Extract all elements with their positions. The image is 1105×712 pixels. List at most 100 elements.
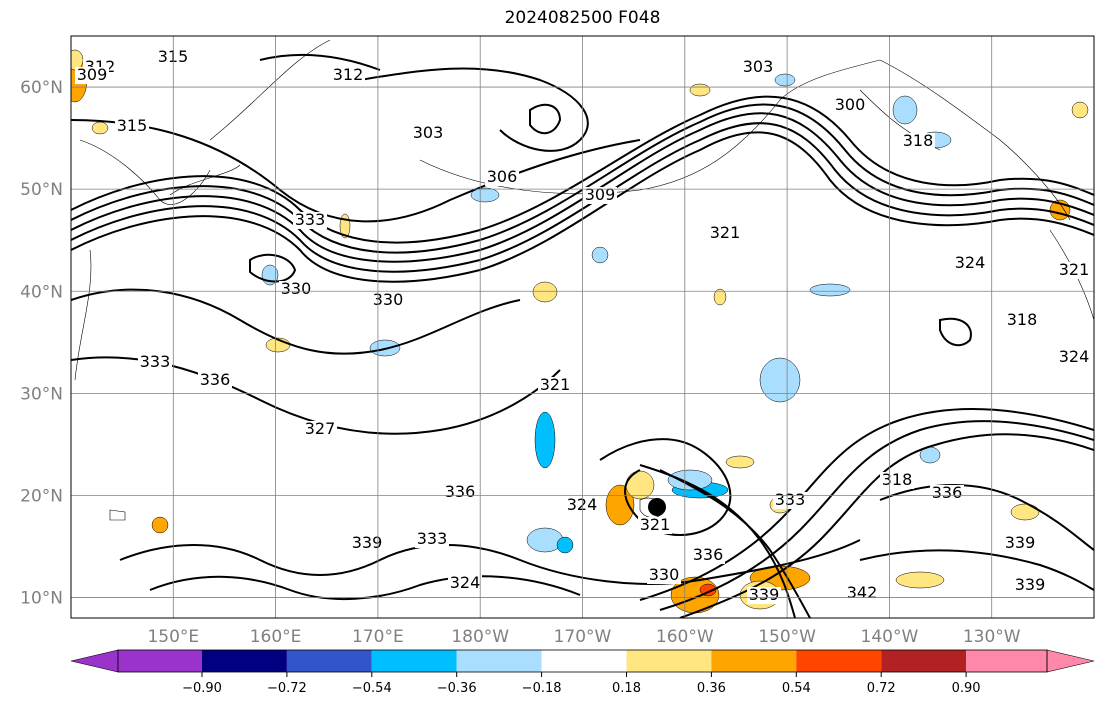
contour-label: 315 [117,116,148,135]
contour-label-bg [115,118,149,135]
latitude-labels: 60°N 50°N 40°N 30°N 20°N 10°N [20,78,63,609]
colorbar-tick-label: −0.90 [182,681,222,696]
colorbar-tick-label: −0.18 [522,681,562,696]
contour-label-bg [415,531,449,548]
contour-label: 309 [585,185,616,204]
shaded-patch [532,281,558,303]
contour-label: 336 [932,483,963,502]
contour-label-bg [880,472,914,489]
contour-label: 324 [955,253,986,272]
contour-label: 336 [693,545,724,564]
colorbar-boxes [70,649,1095,673]
contour-label: 324 [1059,347,1090,366]
contour-label: 339 [749,585,780,604]
contour-label-bg [1003,535,1037,552]
colorbar-extend-min [70,649,119,673]
colorbar-tick-label: 0.72 [867,681,896,696]
contour-label: 312 [333,65,364,84]
colorbar-box [881,650,967,672]
contour-label-bg [485,169,519,186]
colorbar-ticks: −0.90 −0.72 −0.54 −0.36 −0.18 0.18 0.36 0.54 0.7… [182,672,981,696]
shaded-patch [1071,101,1089,119]
shaded-patch [895,571,945,589]
contour-label: 333 [140,352,171,371]
contour-line [71,119,641,223]
coastline [109,509,126,521]
gridlines [71,36,1094,618]
shaded-patch [809,283,851,297]
coastline [74,249,92,381]
contour-label-bg [75,67,109,84]
contour-label-bg [443,484,477,501]
contour-label: 324 [450,573,481,592]
lon-label: 150°W [758,627,816,647]
shaded-patch [892,95,918,125]
colorbar-box [626,650,712,672]
contour-label-bg [930,485,964,502]
coastline [169,164,241,196]
contour-label-bg [448,575,482,592]
shaded-patch [91,121,109,135]
contour-label-bg [1013,577,1047,594]
colorbar-tick-label: −0.54 [352,681,392,696]
lon-label: 160°E [250,627,302,647]
contour-line [659,420,1094,611]
contour-line [71,122,1094,273]
contour-label-bg [1057,349,1091,366]
contour-label-bg [747,587,781,604]
shaded-patch [556,536,574,554]
contour-line [529,103,562,135]
colorbar-tick-label: −0.36 [437,681,477,696]
longitude-labels: 150°E 160°E 170°E 180°W 170°W 160°W 150°W 140°W… [147,627,1020,647]
contour-label-bg [708,225,742,242]
lon-label: 160°W [656,627,714,647]
contour-label: 306 [487,167,518,186]
contour-line [71,288,521,355]
coastline [209,39,331,141]
shaded-patch [774,73,796,87]
map-title: 2024082500 F048 [504,8,661,28]
contour-label-bg [293,212,327,229]
contour-label-bg [1005,312,1039,329]
contour-label: 339 [1005,533,1036,552]
contour-line [149,575,581,601]
contour-label: 339 [352,533,383,552]
lon-label: 170°W [554,627,612,647]
colorbar-box [796,650,882,672]
shaded-patch [534,411,556,469]
colorbar-box [541,650,627,672]
shaded-patch [713,288,727,306]
shaded-patch [470,187,500,203]
contour-label-bg [198,372,232,389]
colorbar-tick-label: 0.54 [782,681,811,696]
contour-label-bg [691,547,725,564]
contour-label-bg [411,125,445,142]
contour-label-bg [1057,262,1091,279]
contour-label: 321 [710,223,741,242]
contour-label: 321 [640,515,671,534]
contour-label: 327 [305,419,336,438]
contour-label: 309 [77,65,108,84]
lon-label: 140°W [861,627,919,647]
shaded-patch [667,469,713,491]
contour-label: 330 [373,290,404,309]
contour-line [859,549,1094,591]
contour-label-bg [138,354,172,371]
colorbar-tick-label: 0.90 [952,681,981,696]
lon-label: 130°W [963,627,1021,647]
lat-label: 40°N [20,282,63,302]
contour-label: 303 [413,123,444,142]
contour-line [71,103,1094,254]
contour-label-bg [953,255,987,272]
lat-label: 60°N [20,78,63,98]
contour-line [359,67,589,152]
contour-label: 324 [567,495,598,514]
contour-line [249,253,297,283]
contour-label-bg [773,492,807,509]
contour-label: 321 [1059,260,1090,279]
contour-label-bg [371,292,405,309]
shaded-patch [605,484,635,526]
contour-label: 321 [540,375,571,394]
colorbar-box [286,650,372,672]
contour-label-bg [350,535,384,552]
